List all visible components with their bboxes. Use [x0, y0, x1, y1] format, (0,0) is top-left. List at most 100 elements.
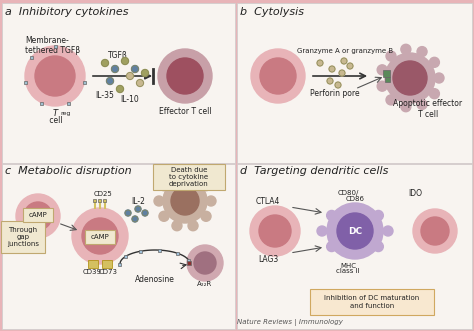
Circle shape [417, 99, 427, 109]
Text: cAMP: cAMP [28, 212, 47, 218]
Circle shape [194, 252, 216, 274]
FancyBboxPatch shape [383, 70, 391, 76]
Circle shape [317, 60, 323, 66]
FancyBboxPatch shape [118, 262, 121, 265]
Text: cell: cell [47, 116, 63, 124]
FancyBboxPatch shape [66, 102, 70, 105]
Text: Granzyme A or granzyme B: Granzyme A or granzyme B [297, 48, 393, 54]
Circle shape [171, 187, 199, 215]
Text: IL-2: IL-2 [131, 197, 145, 206]
Circle shape [429, 89, 439, 99]
Circle shape [317, 226, 327, 236]
Text: CD80/: CD80/ [337, 190, 359, 196]
Circle shape [16, 194, 60, 238]
Text: c  Metabolic disruption: c Metabolic disruption [5, 166, 132, 176]
Circle shape [121, 58, 128, 65]
Text: Membrane-
tethered TGFβ: Membrane- tethered TGFβ [25, 36, 80, 55]
Text: IDO: IDO [408, 188, 422, 198]
Circle shape [167, 58, 203, 94]
Circle shape [158, 49, 212, 103]
Circle shape [187, 245, 223, 281]
Text: Perforin pore: Perforin pore [310, 88, 360, 98]
Circle shape [82, 218, 118, 254]
Circle shape [259, 215, 291, 247]
Text: cAMP: cAMP [91, 234, 109, 240]
Circle shape [201, 181, 211, 191]
Circle shape [339, 70, 345, 76]
Circle shape [341, 58, 347, 64]
Circle shape [107, 77, 113, 84]
Text: CD73: CD73 [99, 269, 118, 275]
Circle shape [251, 49, 305, 103]
Circle shape [111, 66, 118, 72]
Circle shape [350, 248, 360, 258]
FancyBboxPatch shape [187, 261, 191, 265]
Circle shape [188, 221, 198, 231]
Circle shape [434, 73, 444, 83]
Circle shape [125, 210, 131, 216]
Circle shape [142, 70, 148, 76]
Circle shape [327, 203, 383, 259]
Circle shape [206, 196, 216, 206]
Circle shape [386, 95, 396, 105]
Circle shape [172, 171, 182, 181]
Circle shape [159, 181, 169, 191]
Text: CD39: CD39 [82, 269, 101, 275]
FancyBboxPatch shape [54, 44, 56, 48]
Circle shape [401, 44, 411, 54]
FancyBboxPatch shape [85, 230, 115, 244]
Text: TGFβ: TGFβ [108, 51, 128, 60]
Circle shape [401, 102, 411, 112]
FancyBboxPatch shape [139, 250, 142, 253]
Circle shape [260, 58, 296, 94]
FancyBboxPatch shape [187, 259, 190, 261]
Text: A₂₂R: A₂₂R [197, 281, 213, 287]
Text: T: T [53, 109, 57, 118]
Circle shape [335, 82, 341, 88]
Circle shape [101, 60, 109, 67]
Circle shape [337, 213, 373, 249]
FancyBboxPatch shape [158, 249, 162, 252]
Circle shape [24, 202, 52, 230]
Circle shape [201, 211, 211, 221]
FancyBboxPatch shape [99, 199, 101, 202]
Circle shape [250, 206, 300, 256]
Circle shape [350, 204, 360, 214]
Text: LAG3: LAG3 [258, 255, 278, 263]
Text: CD86: CD86 [346, 196, 365, 202]
Text: CD25: CD25 [94, 191, 112, 197]
FancyBboxPatch shape [93, 199, 97, 202]
Circle shape [142, 210, 148, 216]
Text: Effector T cell: Effector T cell [159, 107, 211, 116]
Circle shape [377, 81, 387, 91]
FancyBboxPatch shape [124, 255, 127, 258]
Circle shape [374, 242, 383, 252]
FancyBboxPatch shape [1, 221, 45, 253]
Text: Death due
to cytokine
deprivation: Death due to cytokine deprivation [169, 167, 209, 187]
FancyBboxPatch shape [103, 199, 107, 202]
Circle shape [35, 56, 75, 96]
Circle shape [135, 206, 141, 212]
Text: Nature Reviews | Immunology: Nature Reviews | Immunology [237, 319, 343, 326]
Text: MHC: MHC [340, 263, 356, 269]
Circle shape [429, 57, 439, 67]
Circle shape [159, 211, 169, 221]
Circle shape [327, 242, 337, 252]
Text: d  Targeting dendritic cells: d Targeting dendritic cells [240, 166, 388, 176]
Circle shape [393, 61, 427, 95]
Text: CTLA4: CTLA4 [256, 197, 280, 206]
Circle shape [131, 66, 138, 72]
Circle shape [327, 78, 333, 84]
Circle shape [386, 51, 396, 61]
Circle shape [72, 208, 128, 264]
Circle shape [154, 196, 164, 206]
Text: b  Cytolysis: b Cytolysis [240, 7, 304, 17]
Text: IL-35: IL-35 [96, 90, 114, 100]
Circle shape [188, 171, 198, 181]
Circle shape [327, 211, 337, 220]
FancyBboxPatch shape [385, 76, 391, 81]
Circle shape [163, 179, 207, 223]
FancyBboxPatch shape [237, 164, 472, 329]
FancyBboxPatch shape [153, 164, 225, 190]
Circle shape [374, 211, 383, 220]
